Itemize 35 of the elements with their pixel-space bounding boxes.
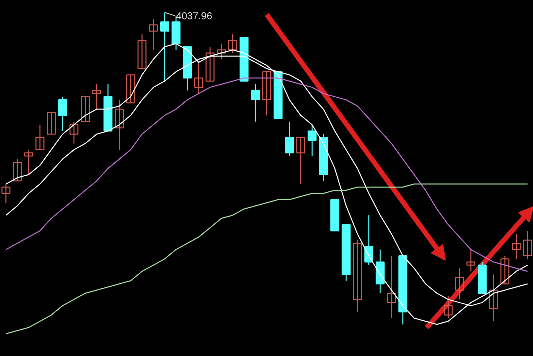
candlestick <box>489 274 498 322</box>
candlestick <box>149 18 158 51</box>
candlestick <box>296 136 306 185</box>
candlestick <box>81 96 90 122</box>
candlestick <box>228 34 238 54</box>
candlestick <box>217 43 226 60</box>
candlestick <box>444 296 453 319</box>
candlestick <box>160 12 170 82</box>
annotation: 4037.96 <box>176 11 213 22</box>
candlestick <box>251 84 260 122</box>
candlestick <box>194 62 204 94</box>
candlestick <box>126 74 136 104</box>
candlestick <box>2 184 11 204</box>
candlestick <box>138 34 147 70</box>
candlestick <box>285 121 294 157</box>
candlestick <box>36 124 45 150</box>
candlestick <box>512 234 521 260</box>
candlestick <box>466 249 476 272</box>
candlestick <box>353 240 362 313</box>
candlestick <box>92 84 102 110</box>
candlestick <box>308 124 317 157</box>
candlestick <box>47 112 56 135</box>
candlestick <box>387 256 396 319</box>
candlestick <box>115 100 124 150</box>
candlestick <box>70 121 79 144</box>
candlestick <box>523 230 532 260</box>
candlestick <box>376 249 385 294</box>
candlestick <box>364 214 374 266</box>
candlestick <box>455 268 464 300</box>
candlestick <box>500 256 510 285</box>
candlestick <box>206 46 215 82</box>
candlestick <box>24 149 34 176</box>
candlestick <box>58 96 68 132</box>
candlestick <box>13 158 22 182</box>
candlestick <box>262 71 272 116</box>
